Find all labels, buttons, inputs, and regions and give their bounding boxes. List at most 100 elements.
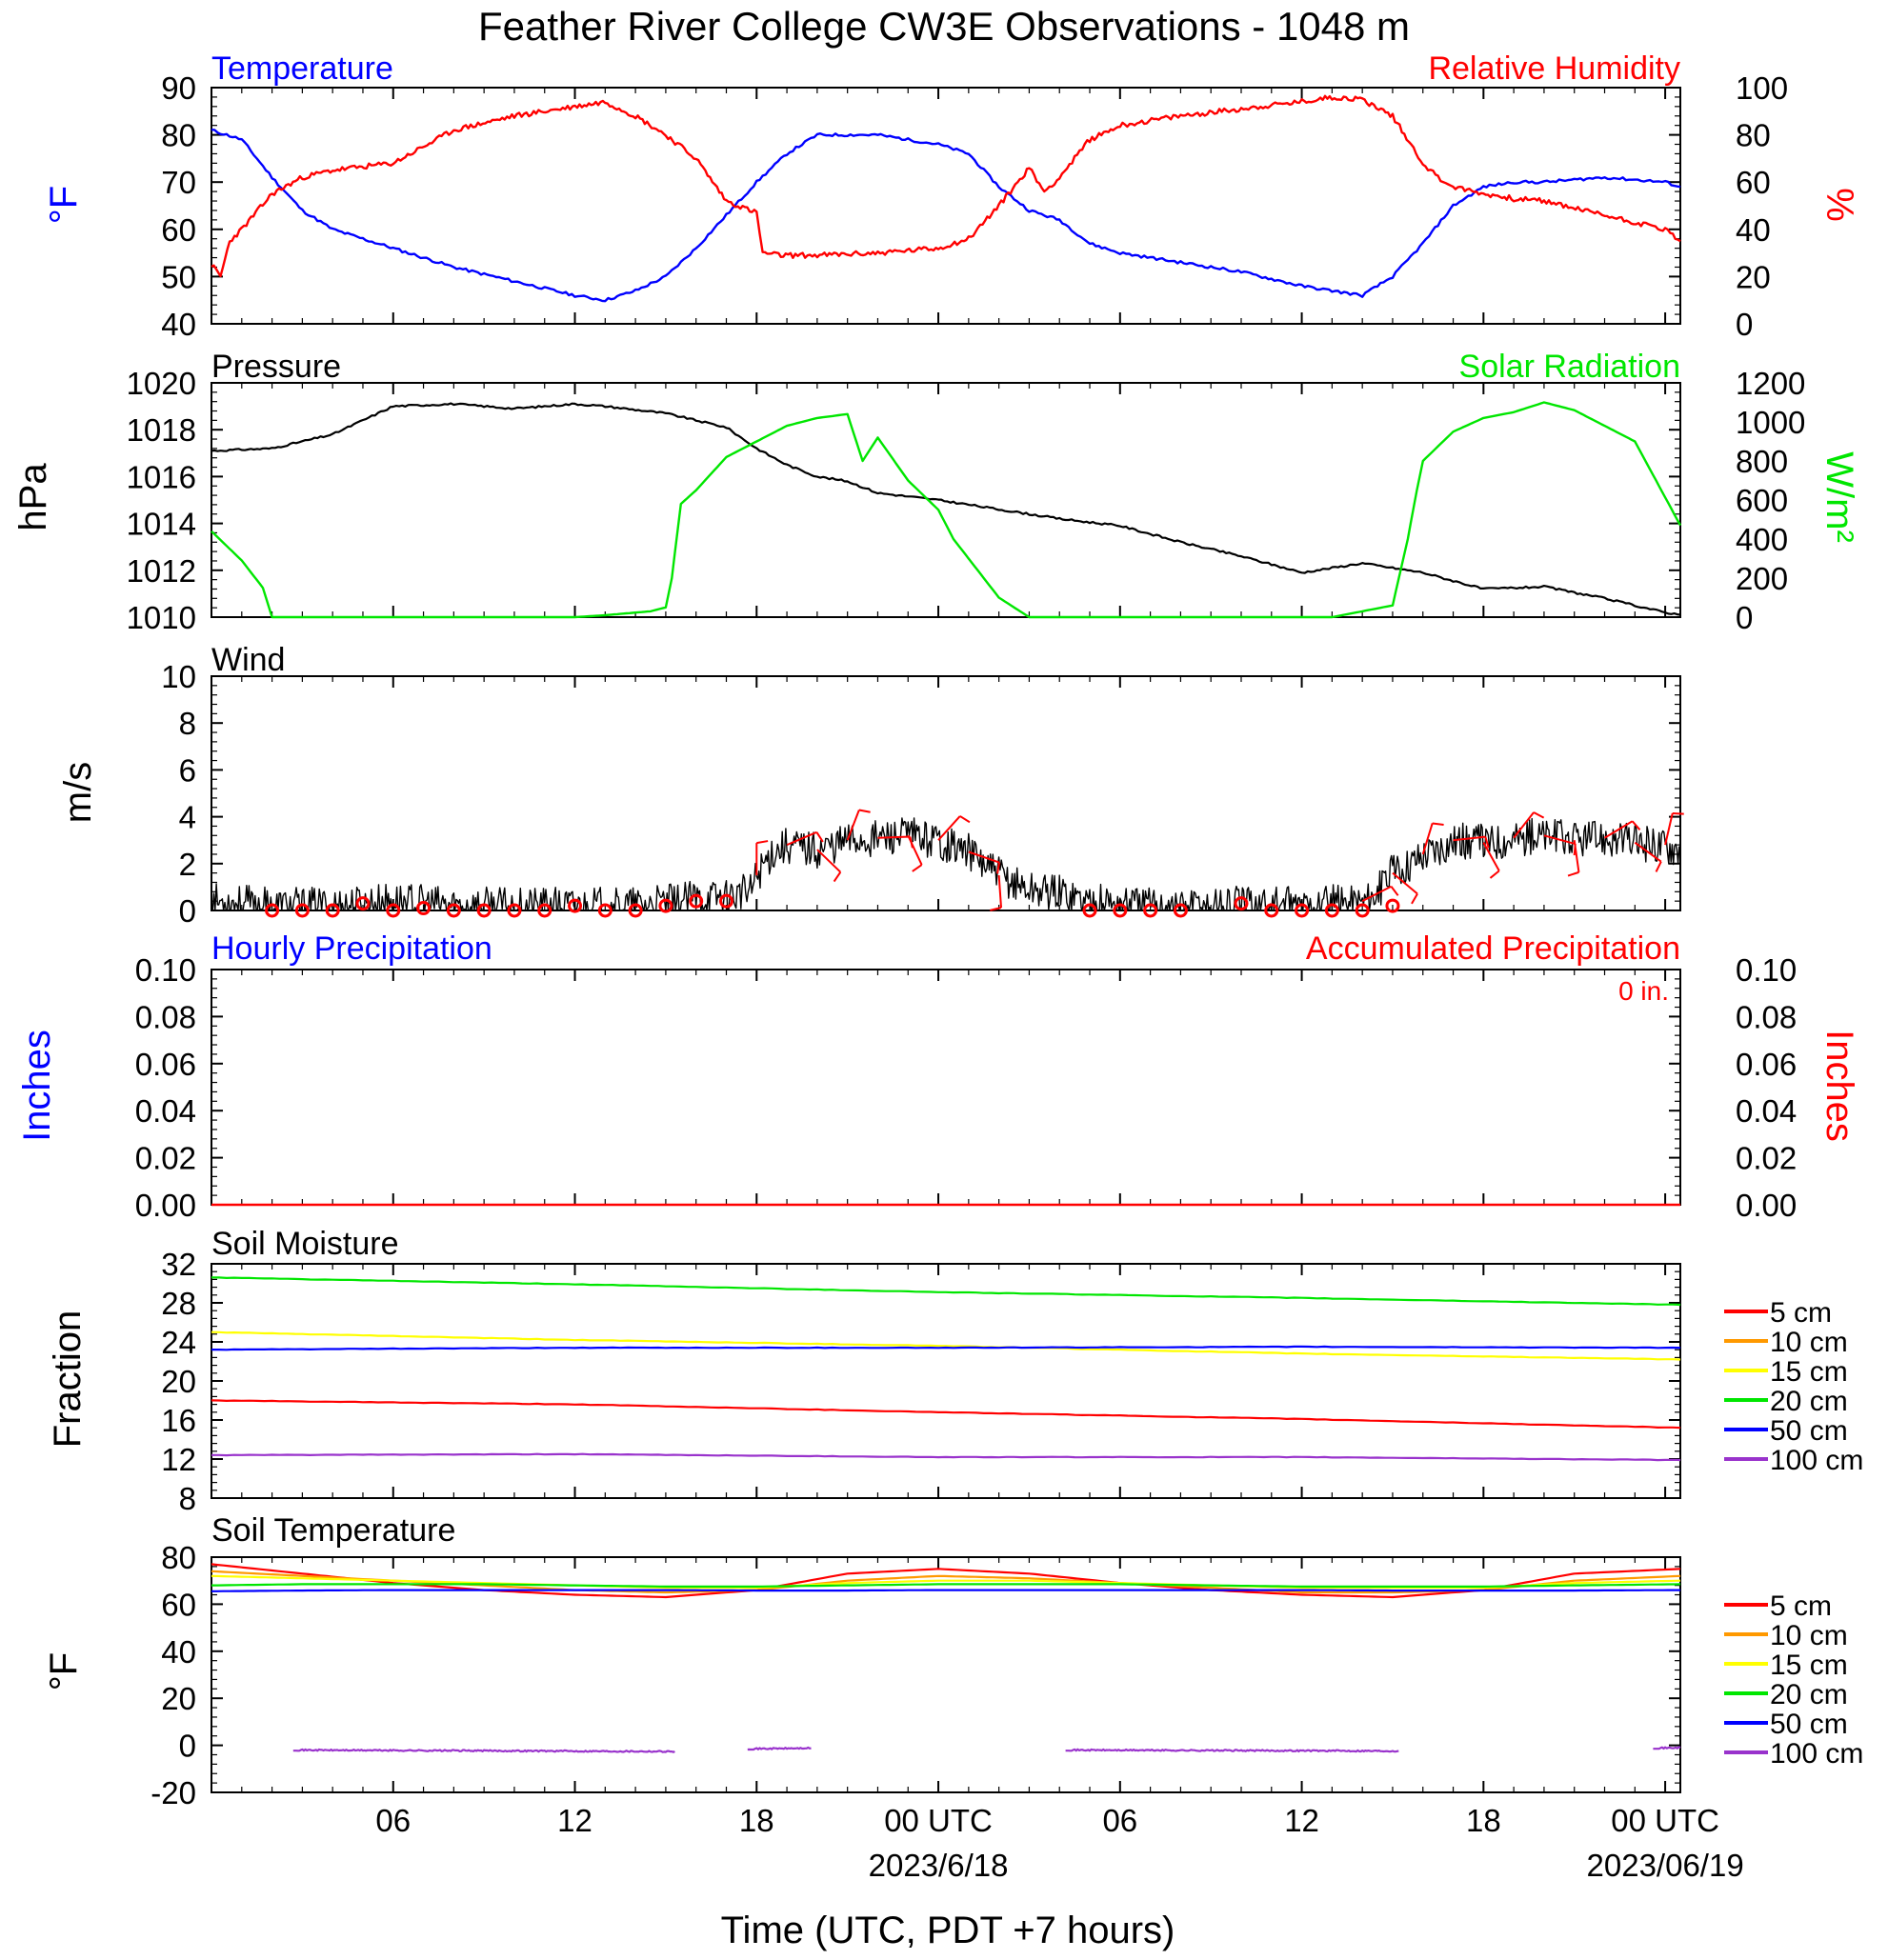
- calm-wind-marker: [476, 903, 492, 918]
- calm-wind-marker: [1173, 903, 1188, 918]
- soil-moisture-line: [211, 1330, 1681, 1361]
- solar-unit: W/m²: [1818, 451, 1860, 543]
- calm-wind-marker: [689, 893, 704, 909]
- wind-barb: [1390, 886, 1399, 896]
- pressure-panel: 1020 1018 1016 1014 1012 1010 1200 1000 800 600 40…: [127, 366, 1806, 635]
- y-tick-label-right: 0: [1736, 600, 1753, 635]
- y-tick-label-left: 4: [179, 800, 196, 835]
- plot-frame: [211, 1263, 1681, 1499]
- calm-wind-marker: [1324, 903, 1339, 918]
- calm-wind-marker: [568, 898, 583, 913]
- soil-moisture-title: Soil Moisture: [211, 1226, 399, 1262]
- x-tick-label: 12: [557, 1803, 593, 1838]
- y-tick-label-left: 80: [161, 1540, 196, 1575]
- wind-barb: [1484, 836, 1490, 849]
- y-tick-label-right: 60: [1736, 165, 1771, 200]
- wind-barb: [1604, 820, 1634, 839]
- wind-barb: [1664, 812, 1674, 846]
- y-tick-label-right: 600: [1736, 483, 1788, 518]
- humidity-line: [211, 94, 1681, 278]
- temperature-line: [211, 129, 1681, 303]
- wind-barb: [816, 849, 842, 873]
- y-tick-label-left: 60: [161, 212, 196, 248]
- hourly-precip-title: Hourly Precipitation: [211, 930, 492, 967]
- legend-label: 5 cm: [1770, 1590, 1832, 1622]
- calm-wind-marker: [718, 893, 733, 909]
- y-tick-label-left: 40: [161, 307, 196, 342]
- accum-precip-value: 0 in.: [1618, 976, 1669, 1006]
- wind-barb: [990, 907, 1002, 911]
- wind-barb: [1567, 870, 1579, 877]
- legend-label: 20 cm: [1770, 1679, 1848, 1710]
- wind-barb: [1543, 834, 1577, 846]
- y-tick-label-left: 70: [161, 165, 196, 200]
- plot-frame: [211, 382, 1681, 618]
- y-tick-label-left: 40: [161, 1634, 196, 1670]
- wind-barb: [1655, 861, 1662, 872]
- accum-precip-title: Accumulated Precipitation: [1306, 930, 1680, 967]
- wind-barb: [756, 840, 769, 845]
- y-tick-label-left: 1014: [127, 507, 196, 542]
- soil-moisture-line: [211, 1345, 1681, 1351]
- calm-wind-marker: [416, 901, 432, 916]
- soil-temperature-title: Soil Temperature: [211, 1512, 455, 1549]
- wind-barb: [959, 815, 971, 824]
- x-tick-label: 06: [1102, 1803, 1137, 1838]
- y-tick-label-right: 0.06: [1736, 1047, 1797, 1082]
- x-tick-label: 00 UTC: [1611, 1803, 1719, 1838]
- legend-label: 100 cm: [1770, 1738, 1863, 1770]
- legend-label: 50 cm: [1770, 1709, 1848, 1740]
- wind-barb: [1432, 822, 1444, 826]
- wind-barb: [1361, 885, 1392, 903]
- soil-temperature-line: [747, 1746, 812, 1751]
- wind-title: Wind: [211, 642, 285, 678]
- wind-barb: [815, 831, 824, 843]
- wind-unit: m/s: [57, 762, 99, 823]
- precipitation-panel: 0.10 0.08 0.06 0.04 0.02 0.00 0.10 0.08 0.06 0.04…: [135, 952, 1797, 1223]
- y-tick-label-left: 24: [161, 1325, 196, 1360]
- y-tick-label-left: 8: [179, 1481, 196, 1516]
- y-tick-label-left: 0.04: [135, 1093, 196, 1129]
- soil-moisture-unit: Fraction: [47, 1310, 89, 1449]
- temperature-unit: °F: [43, 186, 85, 224]
- y-tick-label-right: 0.02: [1736, 1141, 1797, 1176]
- wind-barb: [1672, 811, 1684, 815]
- wind-barb: [968, 850, 1000, 864]
- calm-wind-marker: [1295, 903, 1310, 918]
- y-tick-label-left: 0: [179, 893, 196, 929]
- legend-label: 5 cm: [1770, 1297, 1832, 1329]
- y-tick-label-right: 100: [1736, 70, 1788, 106]
- x-tick-label: 12: [1284, 1803, 1319, 1838]
- wind-barb: [1573, 840, 1580, 873]
- y-tick-label-right: 80: [1736, 118, 1771, 153]
- y-tick-label-left: 16: [161, 1403, 196, 1438]
- y-tick-label-left: 0.02: [135, 1141, 196, 1176]
- wind-barb: [1421, 823, 1434, 855]
- calm-wind-marker: [386, 903, 401, 918]
- calm-wind-marker: [446, 903, 461, 918]
- x-tick-label: 18: [739, 1803, 774, 1838]
- calm-wind-marker: [294, 903, 310, 918]
- legend-label: 10 cm: [1770, 1620, 1848, 1651]
- y-tick-label-left: 1020: [127, 366, 196, 401]
- x-tick-label: 18: [1466, 1803, 1501, 1838]
- soil-moisture-line: [211, 1276, 1681, 1307]
- y-tick-label-left: 6: [179, 752, 196, 788]
- wind-barb: [1392, 871, 1418, 895]
- soil-moisture-panel: 32 28 24 20 16 12 8: [161, 1247, 1681, 1516]
- time-axis: 06 12 18 00 UTC 06 12 18 00 UTC 2023/6/18 2023/06…: [375, 1803, 1743, 1883]
- soil-temperature-panel: 80 60 40 20 0 -20: [151, 1540, 1681, 1810]
- wind-barb: [786, 830, 817, 847]
- soil-temperature-unit: °F: [43, 1652, 85, 1690]
- wind-barb: [1489, 870, 1500, 879]
- y-tick-label-left: 12: [161, 1442, 196, 1477]
- calm-wind-marker: [597, 903, 613, 918]
- wind-barb: [1453, 835, 1486, 842]
- legend-label: 50 cm: [1770, 1415, 1848, 1447]
- calm-wind-marker: [1264, 903, 1279, 918]
- y-tick-label-left: -20: [151, 1775, 196, 1810]
- y-tick-label-left: 32: [161, 1247, 196, 1282]
- calm-wind-marker: [1082, 903, 1097, 918]
